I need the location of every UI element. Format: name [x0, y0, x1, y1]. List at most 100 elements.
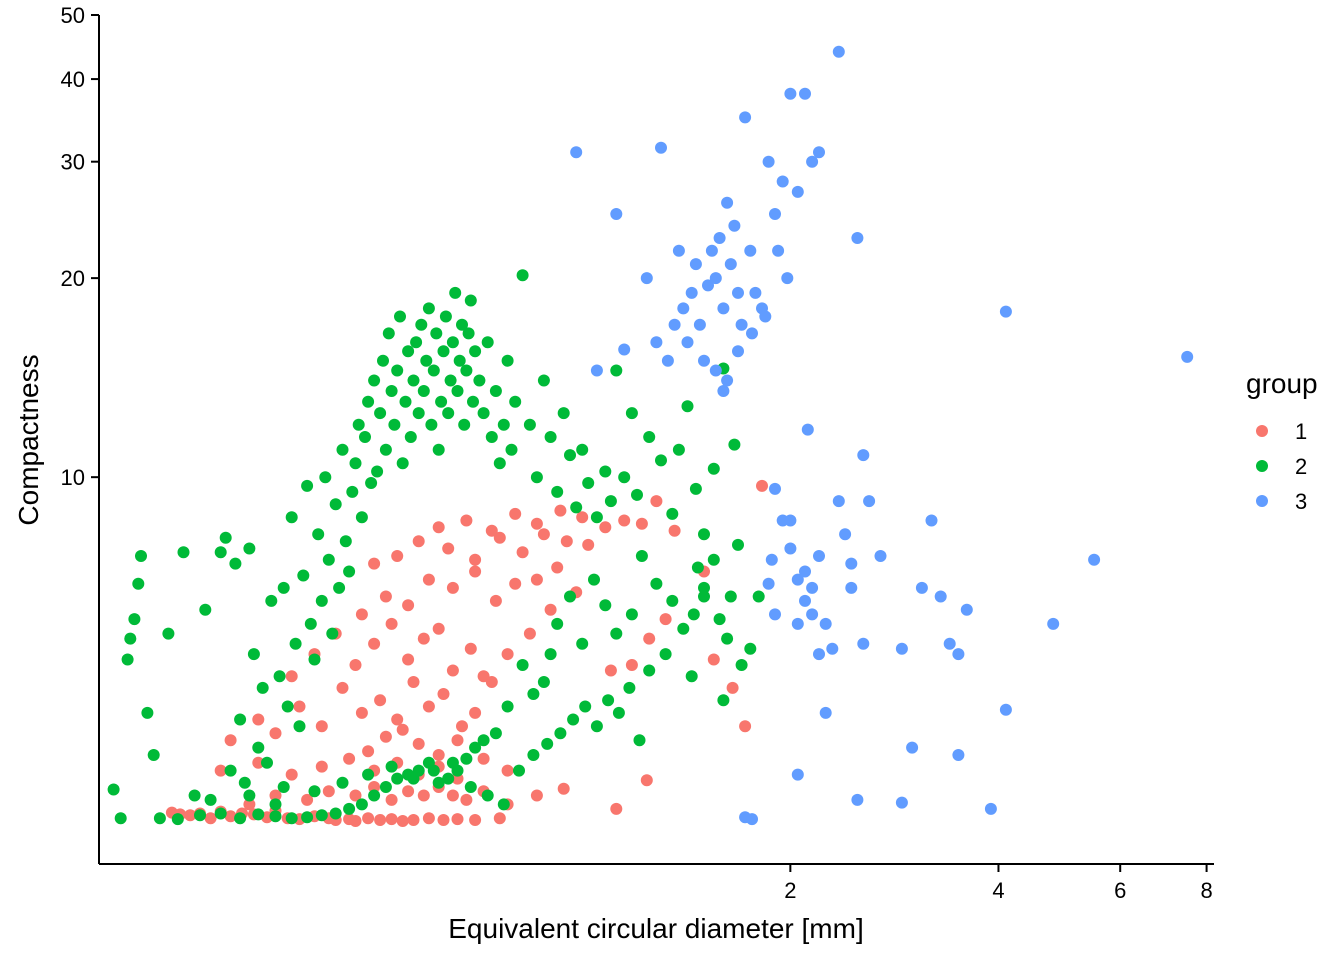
data-point — [826, 642, 839, 655]
data-point — [567, 713, 580, 726]
data-point — [177, 546, 190, 559]
data-point — [412, 535, 425, 548]
data-point — [243, 789, 256, 802]
data-point — [618, 343, 631, 356]
data-point — [709, 272, 722, 285]
data-point — [214, 807, 227, 820]
data-point — [469, 814, 482, 826]
data-point — [322, 785, 335, 798]
data-point — [625, 407, 638, 420]
data-point — [732, 345, 744, 358]
data-point — [464, 781, 477, 793]
data-point — [513, 764, 525, 777]
data-point — [425, 418, 438, 431]
data-point — [999, 703, 1012, 716]
data-point — [368, 374, 381, 387]
data-point — [689, 482, 702, 495]
data-point — [702, 279, 714, 292]
legend: group 1 2 3 — [1246, 368, 1318, 514]
data-point — [355, 798, 368, 811]
data-point — [721, 632, 734, 645]
data-point — [446, 581, 459, 594]
data-point — [379, 590, 392, 603]
data-point — [590, 364, 603, 377]
data-point — [489, 385, 502, 397]
x-axis-title: Equivalent circular diameter [mm] — [448, 913, 863, 944]
data-point — [659, 648, 672, 661]
y-axis-title: Compactness — [13, 354, 44, 525]
data-point — [451, 385, 464, 397]
data-point — [576, 511, 589, 524]
data-point — [707, 462, 720, 475]
data-point — [467, 395, 479, 408]
data-point — [746, 813, 758, 826]
data-point — [128, 613, 141, 626]
data-point — [252, 713, 265, 726]
data-point — [252, 756, 265, 769]
data-point — [432, 622, 445, 635]
data-point — [407, 676, 420, 688]
data-point — [557, 407, 570, 420]
data-point — [530, 471, 543, 484]
data-point — [285, 812, 298, 825]
data-point — [485, 524, 498, 537]
data-point — [442, 407, 455, 420]
data-point — [668, 524, 681, 537]
data-point — [481, 789, 494, 802]
data-point — [374, 694, 387, 707]
data-point — [420, 354, 433, 367]
data-point — [530, 517, 543, 530]
data-point — [214, 546, 227, 559]
data-point — [590, 720, 603, 733]
data-point — [943, 637, 956, 650]
data-point — [489, 727, 502, 740]
data-point — [114, 812, 127, 825]
data-point — [339, 535, 352, 548]
data-point — [705, 244, 718, 257]
data-point — [668, 318, 681, 331]
data-point — [693, 318, 706, 331]
data-point — [635, 550, 648, 562]
data-point — [234, 812, 247, 825]
data-point — [269, 810, 282, 823]
data-point — [576, 443, 589, 456]
data-point — [672, 244, 685, 257]
data-point — [623, 681, 636, 694]
legend-key-2 — [1256, 460, 1268, 472]
series-3 — [570, 45, 1194, 826]
data-point — [781, 272, 794, 285]
data-point — [402, 599, 415, 612]
data-point — [906, 741, 919, 754]
data-point — [432, 443, 445, 456]
data-point — [728, 219, 741, 232]
data-point — [184, 809, 197, 822]
y-tick-label: 10 — [61, 465, 85, 490]
data-point — [625, 659, 638, 671]
data-point — [497, 798, 510, 811]
data-point — [135, 550, 147, 562]
data-point — [681, 400, 694, 413]
data-point — [509, 395, 522, 408]
data-point — [355, 511, 368, 524]
data-point — [308, 653, 321, 666]
x-axis-ticks: 2 4 6 8 — [784, 864, 1213, 903]
data-point — [368, 781, 381, 793]
data-point — [132, 577, 145, 590]
data-point — [527, 749, 540, 761]
data-point — [717, 694, 730, 707]
data-point — [806, 581, 819, 594]
data-point — [791, 573, 804, 586]
data-point — [698, 590, 710, 603]
data-point — [379, 781, 392, 793]
data-point — [469, 706, 482, 719]
data-point — [762, 577, 775, 590]
data-point — [544, 648, 557, 661]
data-point — [394, 310, 406, 323]
data-point — [359, 431, 371, 443]
data-point — [464, 642, 477, 655]
data-point — [407, 814, 420, 826]
data-point — [832, 495, 845, 508]
data-point — [1181, 350, 1194, 363]
data-point — [477, 734, 490, 747]
